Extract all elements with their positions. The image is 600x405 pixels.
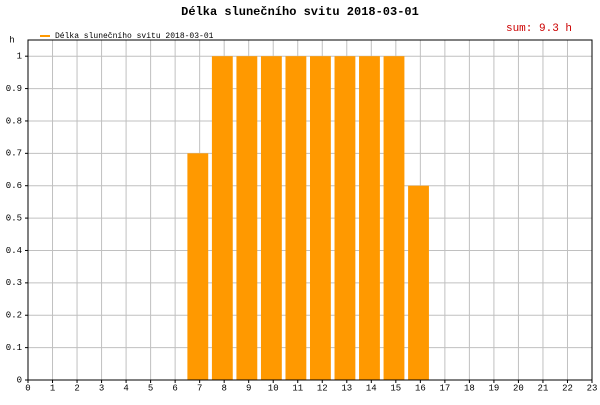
x-tick-label: 6: [172, 383, 177, 393]
bar: [310, 56, 331, 380]
x-tick-label: 10: [268, 383, 279, 393]
x-tick-label: 7: [197, 383, 202, 393]
y-tick-label: 0.6: [6, 181, 22, 191]
bar: [359, 56, 380, 380]
legend-label: Délka slunečního svitu 2018-03-01: [55, 32, 214, 41]
x-tick-label: 1: [50, 383, 55, 393]
x-tick-label: 4: [123, 383, 128, 393]
bar: [211, 56, 233, 380]
x-tick-label: 3: [99, 383, 104, 393]
x-tick-label: 9: [246, 383, 251, 393]
bar: [236, 56, 258, 380]
y-tick-label: 0.4: [6, 246, 22, 256]
bar: [408, 185, 429, 380]
x-tick-label: 14: [366, 383, 377, 393]
y-tick-label: 1: [17, 52, 22, 62]
x-tick-label: 20: [513, 383, 524, 393]
x-tick-label: 5: [148, 383, 153, 393]
x-tick-label: 18: [464, 383, 475, 393]
plot-frame: [27, 39, 593, 381]
x-tick-label: 12: [317, 383, 328, 393]
x-tick-label: 21: [538, 383, 549, 393]
x-tick-label: 15: [390, 383, 401, 393]
x-tick-label: 13: [341, 383, 352, 393]
x-tick-label: 8: [221, 383, 226, 393]
x-tick-label: 16: [415, 383, 426, 393]
y-tick-label: 0.2: [6, 311, 22, 321]
y-tick-label: 0: [17, 375, 22, 385]
bar: [383, 56, 405, 380]
x-tick-label: 23: [587, 383, 598, 393]
bar: [187, 153, 209, 380]
bar: [260, 56, 282, 380]
x-tick-label: 2: [74, 383, 79, 393]
y-tick-label: 0.3: [6, 278, 22, 288]
y-tick-label: 0.7: [6, 149, 22, 159]
y-tick-label: 0.9: [6, 84, 22, 94]
x-tick-label: 0: [25, 383, 30, 393]
x-tick-label: 17: [439, 383, 450, 393]
y-tick-label: 0.5: [6, 213, 22, 223]
x-tick-label: 22: [562, 383, 573, 393]
chart-title: Délka slunečního svitu 2018-03-01: [181, 5, 419, 19]
bar: [285, 56, 307, 380]
x-tick-label: 19: [489, 383, 500, 393]
y-tick-label: 0.8: [6, 116, 22, 126]
bar: [334, 56, 356, 380]
x-tick-label: 11: [292, 383, 303, 393]
annotation: sum: 9.3 h: [506, 23, 572, 35]
y-tick-label: 0.1: [6, 343, 22, 353]
y-axis-label: h: [9, 35, 14, 45]
